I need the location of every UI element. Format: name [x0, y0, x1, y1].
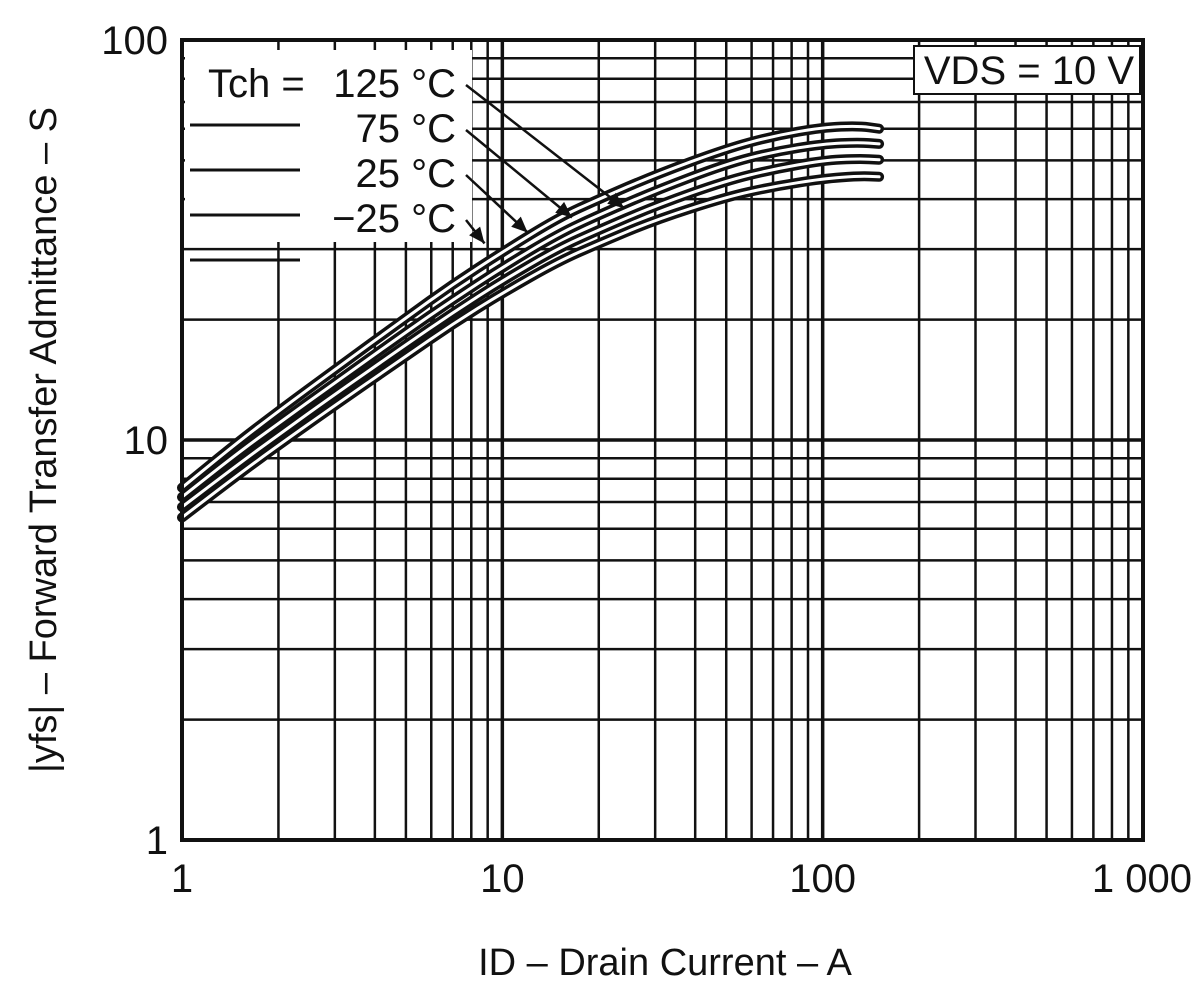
- x-tick-label: 1 000: [1092, 857, 1192, 901]
- legend-leader-lines: [465, 84, 625, 245]
- condition-label: VDS = 10 V: [924, 49, 1134, 93]
- series-line-1: [180, 157, 881, 509]
- x-tick-label: 1: [171, 857, 193, 901]
- leader-arrowhead-3: [469, 226, 485, 244]
- leader-arrowhead-0: [607, 192, 625, 209]
- y-tick-label: 1: [146, 819, 168, 863]
- y-tick-labels: 1 10 100: [101, 19, 168, 863]
- y-axis-label: |yfs| – Forward Transfer Admittance – S: [23, 107, 65, 773]
- x-tick-label: 100: [789, 857, 856, 901]
- x-tick-labels: 1 10 100 1 000: [171, 857, 1192, 901]
- y-tick-label: 10: [124, 419, 169, 463]
- leader-line-0: [465, 84, 625, 210]
- leader-line-1: [465, 129, 573, 219]
- y-tick-label: 100: [101, 19, 168, 63]
- legend-entry-0: 125 °C: [333, 62, 456, 106]
- legend-entry-2: 25 °C: [356, 152, 457, 196]
- series-line-2: [180, 141, 881, 499]
- leader-arrowhead-2: [511, 216, 528, 233]
- legend-labels: 125 °C75 °C25 °C−25 °C: [190, 62, 457, 262]
- legend-title: Tch =: [208, 62, 305, 106]
- plot-frame: [180, 38, 1145, 842]
- x-tick-label: 10: [480, 857, 525, 901]
- legend-entry-3: −25 °C: [332, 197, 456, 241]
- legend-entry-1: 75 °C: [356, 107, 457, 151]
- series-line-3: [180, 124, 881, 490]
- legend-box: [185, 50, 472, 242]
- series-line-0: [180, 174, 881, 519]
- condition-box: [913, 45, 1141, 95]
- x-axis-label: ID – Drain Current – A: [478, 942, 852, 984]
- series-lines: [177, 121, 885, 523]
- leader-arrowhead-1: [555, 201, 572, 218]
